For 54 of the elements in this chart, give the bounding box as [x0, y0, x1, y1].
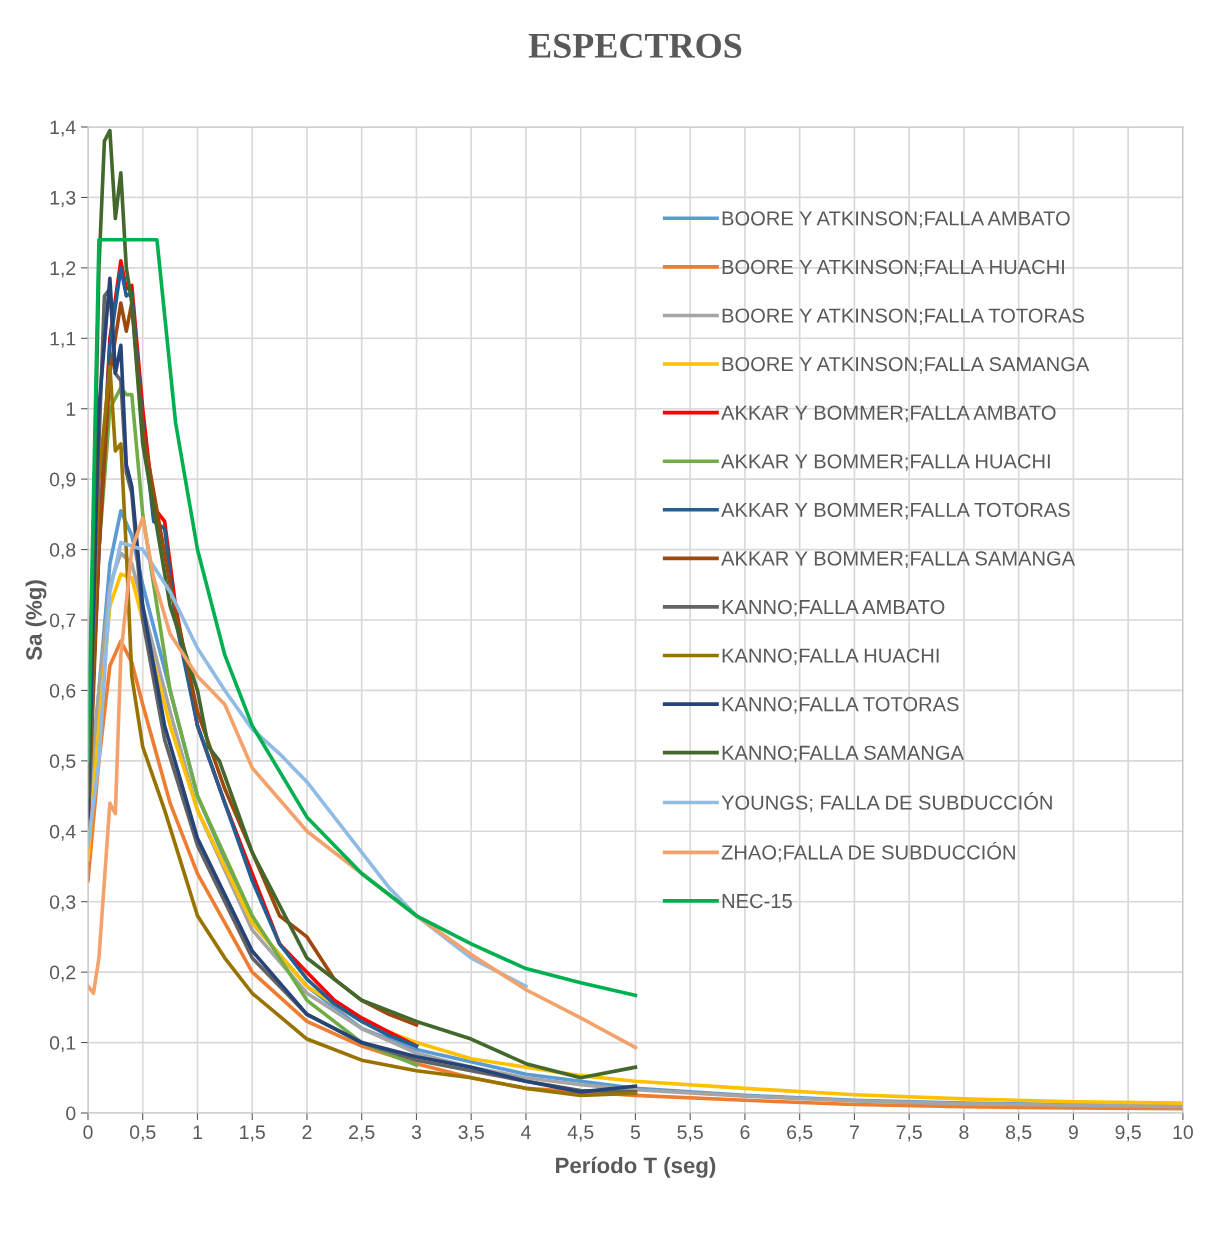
x-axis-title: Período T (seg)	[556, 1156, 716, 1178]
y-tick-label: 1,3	[50, 190, 76, 207]
x-tick-label: 4,5	[567, 1125, 594, 1142]
legend-label: AKKAR Y BOMMER;FALLA HUACHI	[721, 454, 1050, 471]
y-tick-label: 0,3	[49, 895, 76, 912]
x-tick-label: 6	[740, 1125, 750, 1140]
legend-label: BOORE Y ATKINSON;FALLA HUACHI	[722, 259, 1064, 277]
y-tick-label: 0,4	[49, 824, 76, 841]
x-tick-label: 7,5	[896, 1125, 922, 1142]
legend-label: YOUNGS; FALLA DE SUBDUCCIÓN	[721, 792, 1052, 813]
x-tick-label: 9	[1068, 1125, 1078, 1140]
legend-label: KANNO;FALLA TOTORAS	[722, 697, 959, 714]
x-tick-label: 8,5	[1005, 1125, 1032, 1142]
chart-title: ESPECTROS	[528, 33, 742, 58]
x-tick-label: 1,5	[240, 1125, 265, 1142]
x-tick-label: 2	[302, 1125, 312, 1139]
y-tick-label: 1	[66, 402, 76, 416]
y-axis-title: Sa (%g)	[25, 580, 47, 661]
y-tick-label: 1,4	[50, 120, 76, 137]
y-tick-label: 0,8	[49, 543, 76, 560]
legend-label: AKKAR Y BOMMER;FALLA SAMANGA	[721, 551, 1076, 568]
legend-label: BOORE Y ATKINSON;FALLA SAMANGA	[722, 357, 1090, 374]
x-tick-label: 4	[520, 1125, 531, 1139]
y-tick-label: 0,9	[49, 472, 76, 489]
x-tick-label: 0,5	[129, 1125, 156, 1142]
x-tick-label: 3	[411, 1125, 422, 1140]
legend-label: KANNO;FALLA HUACHI	[722, 648, 939, 666]
y-tick-label: 1,1	[50, 331, 76, 348]
x-tick-label: 7	[850, 1125, 859, 1139]
x-tick-label: 5,5	[677, 1125, 703, 1142]
y-tick-label: 0	[66, 1106, 76, 1121]
y-tick-label: 0,5	[49, 754, 76, 771]
x-tick-label: 8	[959, 1125, 969, 1140]
x-tick-label: 2,5	[349, 1125, 375, 1142]
y-tick-label: 0,2	[49, 965, 76, 982]
y-tick-label: 1,2	[50, 261, 76, 278]
x-tick-label: 0	[83, 1125, 93, 1140]
legend-label: KANNO;FALLA SAMANGA	[722, 745, 964, 763]
x-tick-label: 3,5	[458, 1125, 484, 1142]
x-tick-label: 5	[630, 1125, 641, 1140]
legend-label: BOORE Y ATKINSON;FALLA AMBATO	[722, 211, 1070, 228]
y-tick-label: 0,7	[49, 613, 76, 630]
x-tick-label: 9,5	[1115, 1125, 1141, 1142]
y-tick-label: 0,6	[49, 683, 76, 700]
legend-label: AKKAR Y BOMMER;FALLA TOTORAS	[721, 502, 1070, 520]
y-tick-label: 0,1	[49, 1036, 76, 1053]
legend-label: AKKAR Y BOMMER;FALLA AMBATO	[721, 405, 1056, 423]
legend-label: KANNO;FALLA AMBATO	[722, 599, 945, 617]
legend-label: ZHAO;FALLA DE SUBDUCCIÓN	[721, 841, 1015, 862]
legend-label: NEC-15	[722, 893, 792, 909]
x-tick-label: 10	[1173, 1125, 1193, 1140]
legend-label: BOORE Y ATKINSON;FALLA TOTORAS	[722, 308, 1084, 326]
x-tick-label: 1	[193, 1125, 202, 1139]
x-tick-label: 6,5	[787, 1125, 813, 1142]
